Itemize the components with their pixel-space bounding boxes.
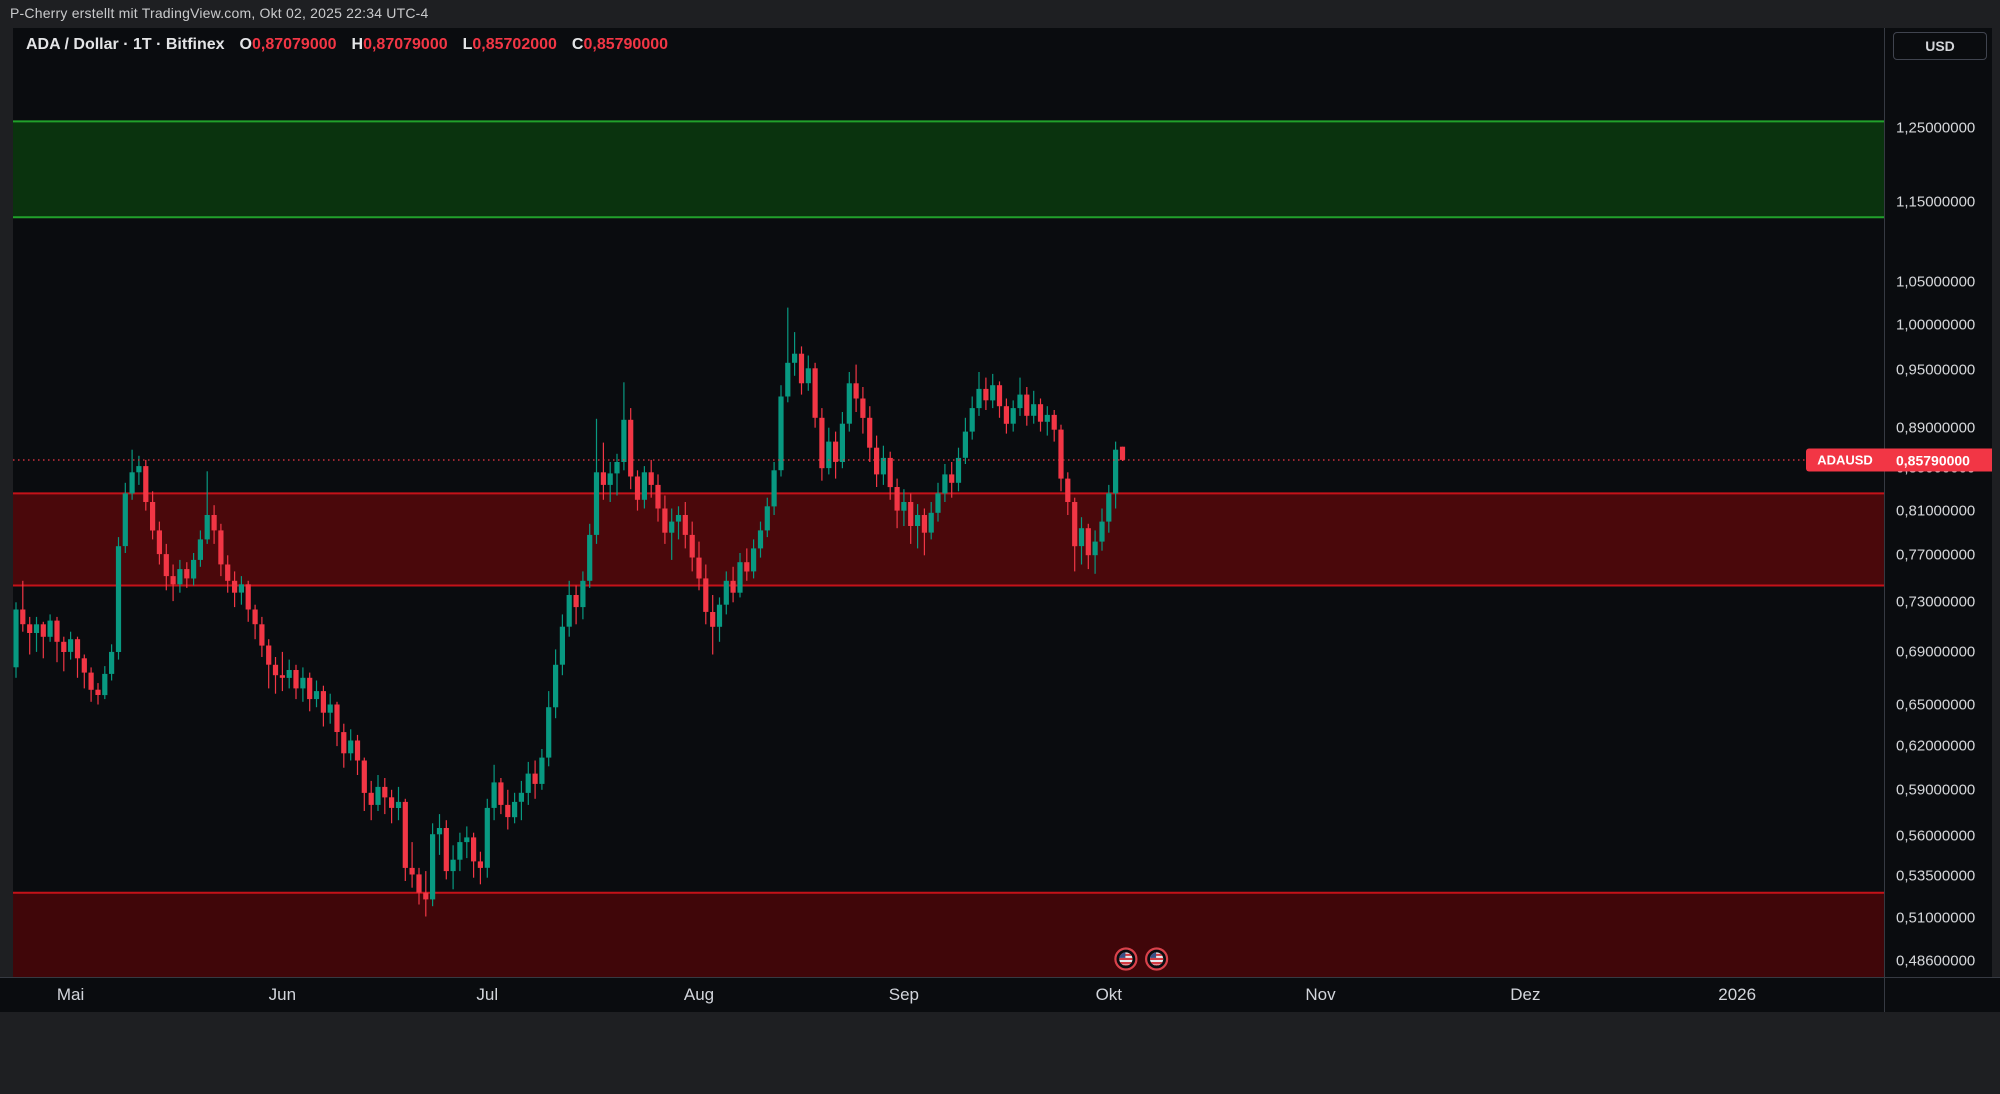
time-tick-jul: Jul <box>476 984 499 1004</box>
price-tick: 0,53500000 <box>1896 867 1976 885</box>
price-tick: 0,56000000 <box>1896 827 1976 845</box>
us-economic-event-flag[interactable] <box>1144 947 1169 971</box>
time-tick-jun: Jun <box>268 984 297 1004</box>
price-tick: 0,95000000 <box>1896 361 1976 379</box>
symbol-legend[interactable]: ADA / Dollar · 1T · Bitfinex O0,87079000… <box>26 34 668 56</box>
time-tick-2026: 2026 <box>1718 984 1757 1004</box>
price-tick: 0,65000000 <box>1896 696 1976 713</box>
ohlc-open: O0,87079000 <box>239 36 337 53</box>
price-tick: 0,59000000 <box>1896 781 1976 799</box>
current-price-label: 0,85790000 <box>1884 448 1992 472</box>
time-tick-sep: Sep <box>888 984 920 1004</box>
ohlc-high: H0,87079000 <box>351 36 448 53</box>
chart-canvas[interactable] <box>13 28 1884 977</box>
current-price-symbol-tag: ADAUSD <box>1806 448 1884 472</box>
watermark-text: P-Cherry erstellt mit TradingView.com, O… <box>10 5 429 21</box>
candlestick-series <box>13 307 1126 917</box>
time-axis[interactable]: Mai Jun Jul Aug Sep Okt Nov Dez 2026 <box>0 977 2000 1012</box>
currency-toggle-button[interactable]: USD <box>1893 32 1987 60</box>
price-tick: 0,51000000 <box>1896 909 1976 927</box>
time-tick-nov: Nov <box>1305 984 1336 1004</box>
price-axis-separator <box>1884 28 1885 1012</box>
time-tick-aug: Aug <box>683 984 715 1004</box>
ohlc-close: C0,85790000 <box>571 36 669 53</box>
time-tick-mai: Mai <box>56 984 85 1004</box>
price-tick: 0,62000000 <box>1896 737 1976 755</box>
price-tick: 0,69000000 <box>1896 643 1976 661</box>
logo-bar: TradingView <box>0 1012 2000 1094</box>
ohlc-low: L0,85702000 <box>462 36 557 53</box>
price-tick: 1,25000000 <box>1896 119 1976 137</box>
symbol-title: ADA / Dollar · 1T · Bitfinex <box>26 36 225 53</box>
supply-zone <box>13 492 1884 587</box>
us-economic-event-flag[interactable] <box>1114 947 1138 971</box>
watermark-bar: P-Cherry erstellt mit TradingView.com, O… <box>0 0 2000 28</box>
left-frame-strip <box>0 28 13 1012</box>
time-tick-okt: Okt <box>1095 984 1123 1004</box>
time-tick-dez: Dez <box>1510 984 1541 1004</box>
demand-zone <box>13 891 1884 977</box>
price-tick: 1,00000000 <box>1896 316 1976 334</box>
price-tick: 0,77000000 <box>1896 546 1976 564</box>
time-axis-separator <box>0 977 2000 978</box>
price-tick: 0,89000000 <box>1896 419 1976 437</box>
price-tick: 1,05000000 <box>1896 273 1976 291</box>
price-tick: 1,15000000 <box>1896 193 1976 211</box>
price-tick: 0,81000000 <box>1896 502 1976 520</box>
price-tick: 0,48600000 <box>1896 952 1976 970</box>
right-frame-strip <box>1992 28 2000 1012</box>
price-axis[interactable]: 1,25000000 1,15000000 1,05000000 1,00000000… <box>1884 28 2000 977</box>
price-tick: 0,73000000 <box>1896 593 1976 611</box>
resistance-target-zone <box>13 120 1884 219</box>
